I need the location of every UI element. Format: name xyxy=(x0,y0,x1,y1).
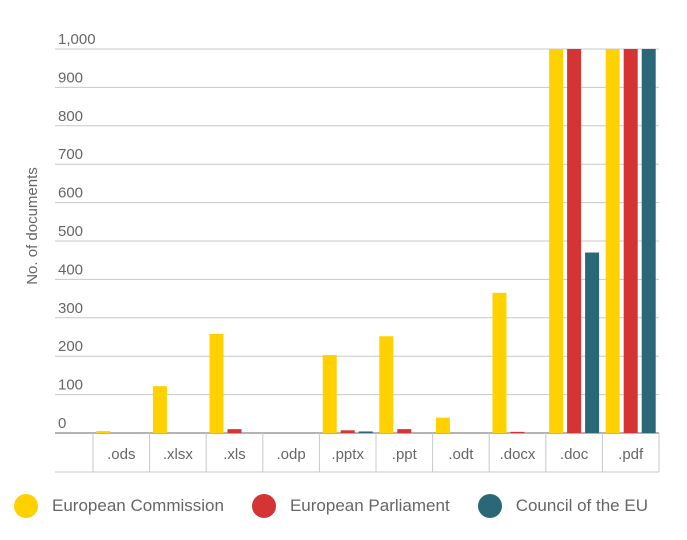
legend-label: European Commission xyxy=(52,496,224,515)
y-tick-label: 400 xyxy=(58,261,83,278)
bar-pptx-0 xyxy=(322,355,337,433)
y-tick-label: 800 xyxy=(58,108,83,125)
y-tick-label: 0 xyxy=(58,415,66,432)
bar-doc-2 xyxy=(585,252,600,433)
bar-xlsx-0 xyxy=(152,386,167,433)
y-tick-label: 100 xyxy=(58,377,83,394)
bar-odt-0 xyxy=(435,417,450,433)
y-tick-label: 600 xyxy=(58,185,83,202)
bar-pptx-2 xyxy=(358,431,373,433)
legend-label: Council of the EU xyxy=(515,496,648,515)
bar-ods-0 xyxy=(96,431,111,433)
legend: European Commission European Parliament … xyxy=(14,494,676,518)
bar-docx-1 xyxy=(510,431,525,433)
bars xyxy=(96,49,656,433)
legend-swatch-european-parliament xyxy=(251,494,276,518)
y-tick-labels: 0 100 200 300 400 500 600 700 800 900 1,000 xyxy=(58,31,96,432)
legend-label: European Parliament xyxy=(289,496,450,515)
bar-doc-0 xyxy=(549,49,564,433)
x-tick-label: .pptx xyxy=(331,446,364,463)
x-axis: .ods .xlsx .xls .odp .pptx .ppt .odt .docx .doc.… xyxy=(55,433,660,473)
y-tick-label: 200 xyxy=(58,338,83,355)
x-tick-label: .ppt xyxy=(392,446,418,463)
bar-xls-0 xyxy=(209,333,224,433)
bar-pdf-1 xyxy=(623,49,638,433)
y-axis-label: No. of documents xyxy=(24,167,41,285)
x-tick-label: .odp xyxy=(276,446,305,463)
bar-doc-1 xyxy=(567,49,582,433)
y-tick-label: 700 xyxy=(58,146,83,163)
bar-ppt-0 xyxy=(379,336,394,433)
legend-item-european-parliament: European Parliament xyxy=(251,494,450,518)
bar-pdf-0 xyxy=(605,49,620,433)
x-tick-label: .doc xyxy=(560,446,589,463)
legend-item-european-commission: European Commission xyxy=(14,494,224,518)
x-tick-label: .ods xyxy=(107,446,135,463)
y-tick-label: 500 xyxy=(58,223,83,240)
bar-pdf-2 xyxy=(641,49,656,433)
x-tick-label: .pdf xyxy=(618,446,644,463)
legend-swatch-european-commission xyxy=(14,494,38,518)
bar-xls-1 xyxy=(227,429,242,433)
x-tick-label: .xls xyxy=(223,446,246,463)
legend-item-council-of-the-eu: Council of the EU xyxy=(477,494,648,518)
x-tick-label: .odt xyxy=(448,446,474,463)
y-tick-label: 1,000 xyxy=(58,31,96,48)
y-tick-label: 900 xyxy=(58,69,83,86)
y-tick-label: 300 xyxy=(58,300,83,317)
bar-pptx-1 xyxy=(340,430,355,433)
bar-ppt-1 xyxy=(397,429,412,433)
bar-chart: 0 100 200 300 400 500 600 700 800 900 1,000 .ods .x… xyxy=(24,31,660,473)
x-tick-label: .xlsx xyxy=(163,446,194,463)
x-tick-label: .docx xyxy=(500,446,536,463)
legend-swatch-council-of-the-eu xyxy=(477,494,502,518)
bar-docx-0 xyxy=(492,292,507,433)
